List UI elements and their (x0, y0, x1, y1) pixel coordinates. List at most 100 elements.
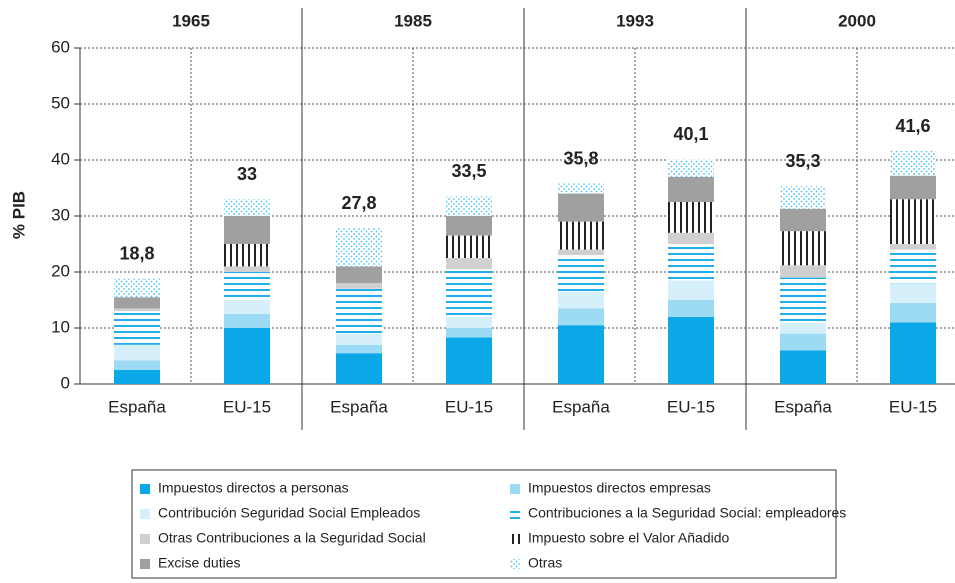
bar-segment (780, 277, 826, 323)
bar-segment (446, 337, 492, 384)
total-label: 33,5 (451, 161, 486, 181)
bar-segment (224, 272, 270, 300)
bar-segment (446, 258, 492, 270)
bar-segment (558, 325, 604, 384)
bar-segment (224, 300, 270, 314)
legend-box (131, 469, 837, 579)
x-tick-label: España (774, 397, 832, 416)
y-tick-label: 10 (51, 317, 70, 336)
legend-marker (510, 484, 520, 494)
y-tick-label: 20 (51, 261, 70, 280)
bar-segment (336, 333, 382, 345)
bar-segment (114, 370, 160, 384)
total-label: 18,8 (119, 243, 154, 263)
group-label: 1985 (394, 11, 432, 30)
bar-segment (114, 360, 160, 370)
bar-segment (558, 249, 604, 256)
legend-label: Impuestos directos a personas (158, 480, 349, 496)
legend-label: Contribuciones a la Seguridad Social: em… (528, 505, 846, 521)
bar-segment (446, 196, 492, 216)
x-tick-label: España (330, 397, 388, 416)
bar-segment (668, 244, 714, 281)
bar-segment (336, 283, 382, 289)
group-label: 2000 (838, 11, 876, 30)
y-tick-label: 50 (51, 93, 70, 112)
total-label: 40,1 (673, 124, 708, 144)
bar-segment (114, 297, 160, 309)
bar-segment (890, 199, 936, 244)
bar-segment (890, 175, 936, 200)
bar-segment (114, 308, 160, 312)
bar-segment (780, 231, 826, 266)
x-tick-label: EU-15 (667, 397, 715, 416)
bar-segment (336, 266, 382, 284)
legend-marker (510, 509, 520, 519)
y-tick-label: 0 (61, 373, 70, 392)
bar-segment (890, 322, 936, 384)
legend-label: Impuesto sobre el Valor Añadido (528, 530, 730, 546)
legend-marker (140, 534, 150, 544)
bar-segment (668, 159, 714, 177)
total-label: 27,8 (341, 193, 376, 213)
bar-segment (224, 328, 270, 384)
legend-label: Impuestos directos empresas (528, 480, 711, 496)
bar-segment (446, 269, 492, 317)
y-tick-label: 30 (51, 205, 70, 224)
bar-segment (668, 280, 714, 300)
bar-segment (336, 228, 382, 267)
total-label: 35,8 (563, 148, 598, 168)
bar-segment (890, 283, 936, 303)
bar-segment (890, 244, 936, 250)
total-label: 33 (237, 164, 257, 184)
legend-marker (510, 559, 520, 569)
bar-segment (558, 291, 604, 309)
bar-segment (114, 311, 160, 345)
legend-marker (140, 559, 150, 569)
legend-marker (140, 484, 150, 494)
bar-segment (446, 316, 492, 328)
legend-marker (510, 534, 520, 544)
bar-segment (336, 353, 382, 384)
bar-segment (558, 255, 604, 292)
total-label: 41,6 (895, 116, 930, 136)
bar-segment (224, 216, 270, 244)
legend-label: Contribución Seguridad Social Empleados (158, 505, 420, 521)
bar-segment (558, 193, 604, 222)
legend-label: Otras (528, 555, 562, 571)
bar-segment (224, 244, 270, 267)
legend-marker (140, 509, 150, 519)
legend-label: Otras Contribuciones a la Seguridad Soci… (158, 530, 426, 546)
bar-segment (780, 333, 826, 351)
bar-segment (114, 278, 160, 298)
y-tick-label: 40 (51, 149, 70, 168)
bar-segment (890, 151, 936, 176)
bar-segment (668, 232, 714, 244)
x-tick-label: EU-15 (445, 397, 493, 416)
bar-segment (224, 314, 270, 328)
bar-segment (780, 350, 826, 384)
bar-segment (224, 199, 270, 216)
bar-segment (890, 302, 936, 323)
bar-segment (668, 202, 714, 233)
legend-label: Excise duties (158, 555, 240, 571)
bar-segment (224, 266, 270, 272)
y-axis-label: % PIB (9, 191, 28, 239)
bar-segment (780, 186, 826, 209)
x-tick-label: EU-15 (889, 397, 937, 416)
bar-segment (890, 249, 936, 284)
bar-segment (668, 300, 714, 317)
bar-segment (780, 265, 826, 278)
bar-segment (446, 235, 492, 258)
y-tick-label: 60 (51, 37, 70, 56)
group-label: 1965 (172, 11, 210, 30)
bar-segment (558, 221, 604, 250)
total-label: 35,3 (785, 151, 820, 171)
group-label: 1993 (616, 11, 654, 30)
bar-segment (558, 308, 604, 326)
bar-segment (780, 208, 826, 232)
bar-segment (446, 216, 492, 236)
bar-segment (780, 322, 826, 334)
bar-segment (446, 328, 492, 338)
x-tick-label: España (108, 397, 166, 416)
